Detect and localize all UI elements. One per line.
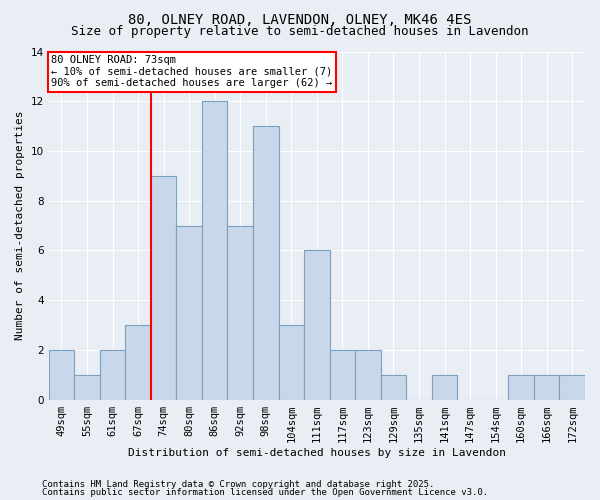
- Bar: [559, 374, 585, 400]
- Bar: [49, 350, 74, 400]
- Bar: [74, 374, 100, 400]
- Bar: [432, 374, 457, 400]
- Bar: [100, 350, 125, 400]
- Bar: [151, 176, 176, 400]
- Text: Contains public sector information licensed under the Open Government Licence v3: Contains public sector information licen…: [42, 488, 488, 497]
- Y-axis label: Number of semi-detached properties: Number of semi-detached properties: [15, 111, 25, 340]
- Bar: [380, 374, 406, 400]
- X-axis label: Distribution of semi-detached houses by size in Lavendon: Distribution of semi-detached houses by …: [128, 448, 506, 458]
- Bar: [534, 374, 559, 400]
- Text: Contains HM Land Registry data © Crown copyright and database right 2025.: Contains HM Land Registry data © Crown c…: [42, 480, 434, 489]
- Bar: [202, 101, 227, 400]
- Bar: [508, 374, 534, 400]
- Bar: [227, 226, 253, 400]
- Text: 80, OLNEY ROAD, LAVENDON, OLNEY, MK46 4ES: 80, OLNEY ROAD, LAVENDON, OLNEY, MK46 4E…: [128, 12, 472, 26]
- Bar: [253, 126, 278, 400]
- Text: 80 OLNEY ROAD: 73sqm
← 10% of semi-detached houses are smaller (7)
90% of semi-d: 80 OLNEY ROAD: 73sqm ← 10% of semi-detac…: [51, 55, 332, 88]
- Bar: [176, 226, 202, 400]
- Bar: [329, 350, 355, 400]
- Bar: [125, 325, 151, 400]
- Bar: [304, 250, 329, 400]
- Bar: [278, 325, 304, 400]
- Text: Size of property relative to semi-detached houses in Lavendon: Size of property relative to semi-detach…: [71, 25, 529, 38]
- Bar: [355, 350, 380, 400]
